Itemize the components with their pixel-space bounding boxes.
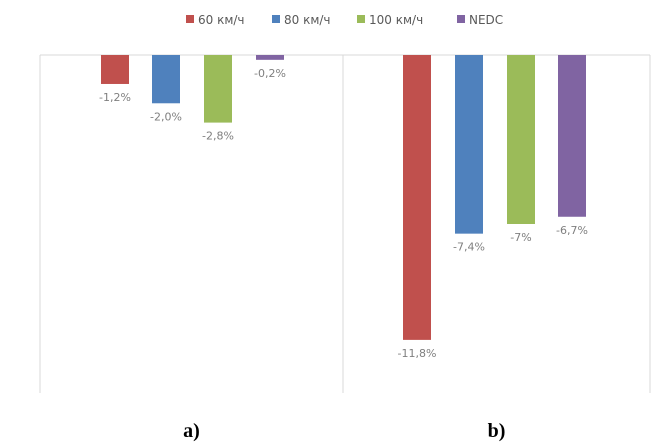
- data-label: -6,7%: [556, 224, 588, 237]
- data-label: -7,4%: [453, 241, 485, 254]
- data-label: -1,2%: [99, 91, 131, 104]
- data-label: -7%: [510, 231, 531, 244]
- bar: [403, 55, 431, 340]
- bar: [455, 55, 483, 234]
- legend-swatch: [357, 15, 365, 23]
- legend-swatch: [457, 15, 465, 23]
- data-label: -2,8%: [202, 130, 234, 143]
- panel-label: b): [488, 420, 506, 442]
- data-label: -0,2%: [254, 67, 286, 80]
- bar: [152, 55, 180, 104]
- legend-label: NEDC: [469, 13, 503, 27]
- panel-label: a): [183, 420, 200, 442]
- bar: [507, 55, 535, 224]
- data-label: -11,8%: [398, 347, 437, 360]
- bar: [204, 55, 232, 123]
- legend-label: 100 км/ч: [369, 13, 423, 27]
- legend-label: 80 км/ч: [284, 13, 331, 27]
- bar: [101, 55, 129, 84]
- legend-swatch: [186, 15, 194, 23]
- bar: [256, 55, 284, 60]
- legend-label: 60 км/ч: [198, 13, 245, 27]
- data-label: -2,0%: [150, 110, 182, 123]
- bar: [558, 55, 586, 217]
- legend-swatch: [272, 15, 280, 23]
